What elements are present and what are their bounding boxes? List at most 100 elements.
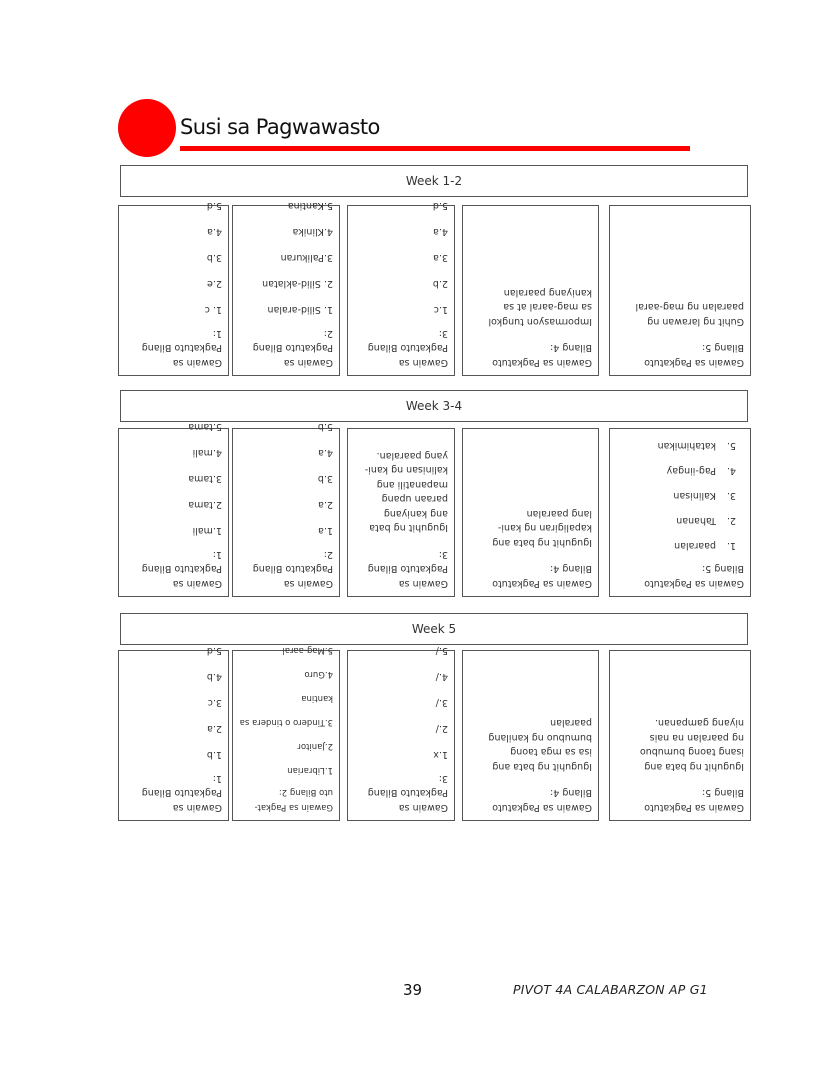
- footer-text: PIVOT 4A CALABARZON AP G1: [513, 982, 708, 997]
- numbered-answer-item: 3. Kalinisan: [616, 483, 744, 508]
- activity-title-line: Pagkatuto Bilang: [367, 342, 448, 354]
- answer-box: Gawain sa Pagkatuto Bilang 1: 1. c 2.e 3.b 4.a…: [118, 201, 229, 376]
- answer-paragraph-line: Impormasyon tungkol: [488, 316, 592, 327]
- answer-box-content: Gawain sa Pagkatuto Bilang 3: 1.x 2./ 3./ 4./ 5…: [348, 646, 454, 820]
- activity-title-line: Pagkatuto Bilang: [367, 787, 448, 799]
- answer-item: 2./: [435, 723, 448, 735]
- activity-title: Gawain sa Pagkatuto Bilang 1:: [125, 771, 222, 815]
- answer-item: 4./: [435, 671, 448, 683]
- answer-box-content: Gawain sa Pagkatuto Bilang 2: 1. Silid-aral…: [233, 201, 339, 375]
- activity-title-line: Gawain sa Pagkatuto: [492, 578, 592, 589]
- answer-item: 2.a: [207, 723, 222, 735]
- activity-title: Gawain sa Pagkatuto Bilang 4:: [469, 340, 592, 369]
- answer-box: Gawain sa Pagkatuto Bilang 3: Iguguhit ng b…: [347, 428, 455, 597]
- answer-paragraph: Iguguhit ng bata ang isa sa mga taong bumu…: [469, 715, 592, 773]
- answer-item: 5./: [435, 645, 448, 657]
- item-number: 5.: [726, 440, 736, 451]
- activity-title-line: 2:: [323, 549, 333, 560]
- item-text: katahimikan: [657, 440, 716, 451]
- answer-paragraph-line: kaniyang paaralan: [503, 287, 592, 298]
- answer-box-content: Gawain sa Pagkat-uto Bilang 2: 1.Libraria…: [233, 645, 339, 820]
- answer-item: 1. c: [204, 304, 222, 316]
- answer-box: Gawain sa Pagkat-uto Bilang 2: 1.Libraria…: [232, 645, 340, 821]
- answer-item: 5.tama: [188, 421, 222, 433]
- title-underline: [180, 146, 690, 151]
- answer-item: 5.d: [432, 200, 448, 212]
- answer-box-content: Gawain sa Pagkatuto Bilang 4: Iguguhit ng …: [463, 429, 598, 596]
- activity-title-line: Gawain sa: [172, 357, 222, 368]
- answer-box: Gawain sa Pagkatuto Bilang 3: 1.x 2./ 3./ 4./ 5…: [347, 646, 455, 821]
- activity-title: Gawain sa Pagkatuto Bilang 2:: [239, 326, 333, 370]
- answer-paragraph-line: bumubuo ng kanilang: [488, 732, 592, 743]
- activity-title-line: 3:: [438, 328, 448, 339]
- answer-item: 1.c: [433, 304, 448, 316]
- answer-box: Gawain sa Pagkatuto Bilang 1: 1.b 2.a 3.c 4.b 5…: [118, 646, 229, 821]
- answer-box-content: Gawain sa Pagkatuto Bilang 1: 1.mali 2.tama 3…: [119, 422, 228, 596]
- answer-box-content: Gawain sa Pagkatuto Bilang 5: Iguguhit ng …: [610, 651, 750, 820]
- activity-title-line: Pagkatuto Bilang: [141, 563, 222, 575]
- answer-box-content: Gawain sa Pagkatuto Bilang 3: Iguguhit ng b…: [348, 429, 454, 596]
- answer-item: 4.Guro: [304, 669, 333, 679]
- answer-item: 4.a: [318, 447, 333, 459]
- answer-item: 3.b: [206, 252, 222, 264]
- activity-title-line: Gawain sa: [398, 578, 448, 589]
- answer-paragraph-line: paaralan: [550, 717, 592, 729]
- item-number: 1.: [726, 540, 736, 551]
- activity-title-line: 3:: [438, 773, 448, 784]
- answer-item: 4.a: [207, 226, 222, 238]
- answer-paragraph-line: mapanatili ang: [376, 479, 448, 490]
- numbered-answer-item: 2. Tahanan: [616, 508, 744, 533]
- answer-paragraph-line: paraan upang: [381, 493, 448, 505]
- answer-paragraph: Impormasyon tungkol sa mag-aaral at sa kan…: [469, 285, 592, 329]
- activity-title-line: Gawain sa: [283, 578, 333, 589]
- activity-title: Gawain sa Pagkatuto Bilang 1:: [125, 547, 222, 591]
- answer-item: 1.x: [433, 749, 448, 761]
- answer-box-content: Gawain sa Pagkatuto Bilang 4: Impormasyon …: [463, 206, 598, 375]
- answer-box: Gawain sa Pagkatuto Bilang 4: Impormasyon …: [462, 205, 599, 376]
- answer-item: 4.b: [206, 671, 222, 683]
- activity-title-line: Pagkatuto Bilang: [252, 342, 333, 354]
- activity-title-line: 1:: [212, 773, 222, 784]
- answer-item: 5.b: [317, 421, 333, 433]
- activity-title-line: Gawain sa Pagkatuto: [644, 802, 744, 813]
- activity-title-line: Bilang 5:: [702, 787, 744, 799]
- answer-item: 2.Janitor: [297, 741, 333, 751]
- activity-title: Gawain sa Pagkatuto Bilang 5:: [616, 340, 744, 369]
- answer-item: 3.a: [433, 252, 448, 264]
- answer-paragraph: Iguguhit ng bata ang isang taong bumubuo n…: [616, 715, 744, 773]
- answer-paragraph-line: Iguguhit ng bata ang: [492, 761, 592, 772]
- answer-box-content: Gawain sa Pagkatuto Bilang 1: 1.b 2.a 3.c 4.b 5…: [119, 646, 228, 820]
- activity-title-line: Pagkatuto Bilang: [367, 563, 448, 575]
- answer-box-content: Gawain sa Pagkatuto Bilang 2: 1.a 2.a 3.b 4.a 5…: [233, 422, 339, 596]
- item-text: Pag-iingay: [666, 465, 716, 476]
- answer-paragraph-line: paaralan ng mag-aaral: [635, 301, 744, 313]
- activity-title-line: Gawain sa: [283, 357, 333, 368]
- answer-paragraph-line: Iguguhit ng bata ang: [492, 537, 592, 548]
- answer-item: 2.tama: [188, 499, 222, 511]
- activity-title-line: Bilang 4:: [550, 342, 592, 354]
- activity-title-line: Pagkatuto Bilang: [141, 342, 222, 354]
- answer-paragraph-line: sa mag-aaral at sa: [503, 301, 592, 313]
- answer-box-content: Gawain sa Pagkatuto Bilang 1: 1. c 2.e 3.b 4.a…: [119, 201, 228, 375]
- activity-title: Gawain sa Pagkatuto Bilang 4:: [469, 561, 592, 590]
- answer-box-content: Gawain sa Pagkatuto Bilang 4: Iguguhit ng …: [463, 651, 598, 820]
- answer-item: 1.mali: [192, 525, 222, 537]
- answer-paragraph: Guhit ng larawan ng paaralan ng mag-aaral: [616, 299, 744, 328]
- activity-title: Gawain sa Pagkatuto Bilang 5:: [616, 785, 744, 814]
- answer-item: 5.d: [206, 645, 222, 657]
- numbered-answer-item: 4. Pag-iingay: [616, 458, 744, 483]
- activity-title-line: Gawain sa Pagkatuto: [492, 802, 592, 813]
- answer-item: 1. Silid-aralan: [267, 304, 333, 316]
- answer-item: 3.tama: [188, 473, 222, 485]
- activity-title-line: Bilang 4:: [550, 563, 592, 575]
- answer-item: 3.Tindero o tindera sa kantina: [239, 693, 333, 727]
- answer-box: Gawain sa Pagkatuto Bilang 5: Guhit ng lar…: [609, 205, 751, 376]
- numbered-answer-item: 1. paaralan: [616, 533, 744, 558]
- answer-box-content: Gawain sa Pagkatuto Bilang 5: Guhit ng lar…: [610, 206, 750, 375]
- activity-title: Gawain sa Pagkatuto Bilang 2:: [239, 547, 333, 591]
- answer-box-content: Gawain sa Pagkatuto Bilang 5: 1. paaralan 2.…: [610, 429, 750, 596]
- answer-item: 3./: [435, 697, 448, 709]
- item-number: 4.: [726, 465, 736, 476]
- answer-item: 5.d: [206, 200, 222, 212]
- item-text: Tahanan: [676, 515, 716, 526]
